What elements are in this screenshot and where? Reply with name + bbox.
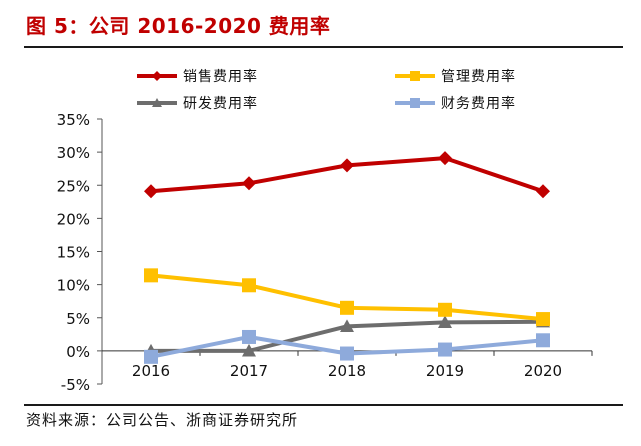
legend-label: 财务费用率 <box>441 95 516 112</box>
data-point-square <box>536 333 550 348</box>
x-tick-label: 2018 <box>328 362 366 380</box>
data-point-square <box>340 346 354 361</box>
data-point-square <box>242 329 256 344</box>
x-tick-label: 2016 <box>132 362 170 380</box>
data-point-square <box>410 98 420 108</box>
top-divider <box>24 46 623 48</box>
data-point-square <box>536 312 550 327</box>
series-2 <box>144 268 550 327</box>
data-point-square <box>144 349 158 364</box>
y-tick-label: 30% <box>57 144 90 162</box>
axes: -5% 0% 5% 10% 15% 20% 25% 30% 35% 2016 2017 2018 201… <box>57 111 593 394</box>
data-point-square <box>242 278 256 293</box>
legend-item: 财务费用率 <box>395 95 516 112</box>
y-tick-label: 0% <box>66 343 90 361</box>
legend-item: 销售费用率 <box>137 68 258 85</box>
y-tick-label: 20% <box>57 210 90 228</box>
series-1 <box>144 151 550 199</box>
y-tick-label: -5% <box>61 376 90 394</box>
data-point-triangle <box>340 319 354 332</box>
data-point-diamond <box>438 151 452 166</box>
data-point-diamond <box>144 184 158 199</box>
data-point-diamond <box>152 71 162 81</box>
legend-item: 管理费用率 <box>395 68 516 85</box>
data-point-square <box>340 300 354 315</box>
data-point-triangle <box>242 343 256 357</box>
data-point-diamond <box>242 176 256 191</box>
legend-label: 销售费用率 <box>183 68 258 85</box>
x-tick-label: 2019 <box>426 362 464 380</box>
data-point-square <box>438 342 452 357</box>
data-point-square <box>144 268 158 283</box>
legend-item: 研发费用率 <box>137 95 258 112</box>
x-tick-label: 2017 <box>230 362 268 380</box>
data-point-diamond <box>536 184 550 199</box>
data-point-square <box>410 71 420 81</box>
bottom-divider <box>24 404 623 406</box>
data-point-diamond <box>340 158 354 173</box>
y-tick-label: 15% <box>57 244 90 262</box>
series-4 <box>144 329 550 364</box>
y-tick-label: 35% <box>57 111 90 129</box>
series-group <box>144 151 550 364</box>
legend-label: 研发费用率 <box>183 95 258 112</box>
data-point-square <box>438 302 452 317</box>
y-tick-label: 25% <box>57 177 90 195</box>
data-point-triangle <box>152 98 162 107</box>
chart-title: 图 5：公司 2016-2020 费用率 <box>26 14 331 38</box>
y-tick-label: 5% <box>66 310 90 328</box>
legend-label: 管理费用率 <box>441 68 516 85</box>
data-point-triangle <box>438 315 452 328</box>
y-tick-label: 10% <box>57 277 90 295</box>
source-note: 资料来源：公司公告、浙商证券研究所 <box>26 411 299 429</box>
x-tick-label: 2020 <box>524 362 562 380</box>
